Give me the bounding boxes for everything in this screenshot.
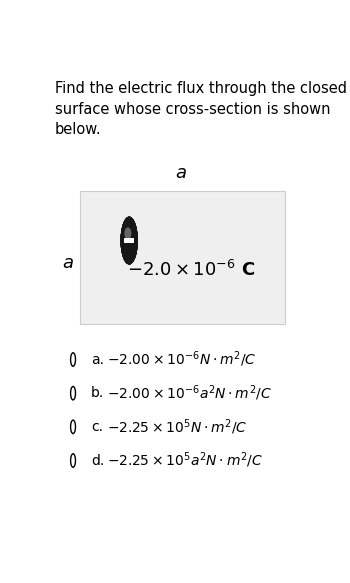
Text: b.: b. xyxy=(91,386,104,400)
Text: d.: d. xyxy=(91,454,104,468)
Ellipse shape xyxy=(71,420,76,434)
Ellipse shape xyxy=(124,227,131,240)
Bar xyxy=(124,238,134,243)
Ellipse shape xyxy=(71,353,76,366)
Ellipse shape xyxy=(120,217,138,265)
Ellipse shape xyxy=(120,217,138,265)
Text: c.: c. xyxy=(91,420,103,434)
Text: $\mathit{a}$: $\mathit{a}$ xyxy=(175,164,187,182)
Text: $-2.0 \times 10^{-6}$ C: $-2.0 \times 10^{-6}$ C xyxy=(127,259,256,280)
Ellipse shape xyxy=(120,217,138,265)
Text: a.: a. xyxy=(91,353,104,367)
Ellipse shape xyxy=(120,217,138,265)
Ellipse shape xyxy=(71,454,76,467)
Bar xyxy=(80,191,285,324)
Ellipse shape xyxy=(120,217,138,265)
Text: $-2.25 \times 10^{5}N \cdot m^2/C$: $-2.25 \times 10^{5}N \cdot m^2/C$ xyxy=(107,417,248,437)
Ellipse shape xyxy=(120,217,138,265)
Ellipse shape xyxy=(120,217,138,265)
Ellipse shape xyxy=(71,387,76,400)
Text: $-2.00 \times 10^{-6}N \cdot m^2/C$: $-2.00 \times 10^{-6}N \cdot m^2/C$ xyxy=(107,350,257,369)
Ellipse shape xyxy=(120,217,138,265)
Text: $\mathit{a}$: $\mathit{a}$ xyxy=(62,254,74,272)
Text: Find the electric flux through the closed
surface whose cross-section is shown
b: Find the electric flux through the close… xyxy=(55,81,346,137)
Text: $-2.00 \times 10^{-6}a^2N \cdot m^2/C$: $-2.00 \times 10^{-6}a^2N \cdot m^2/C$ xyxy=(107,384,273,403)
Text: $-2.25 \times 10^{5}a^2N \cdot m^2/C$: $-2.25 \times 10^{5}a^2N \cdot m^2/C$ xyxy=(107,451,264,470)
